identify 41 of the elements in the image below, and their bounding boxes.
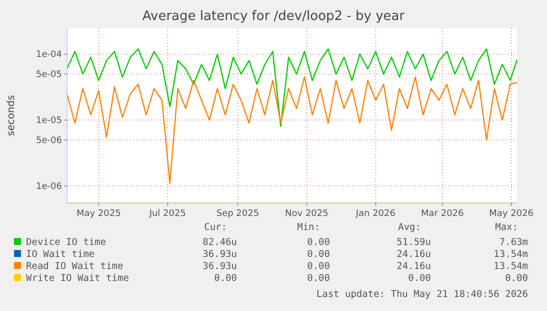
text: Max:: [495, 222, 518, 233]
text: 24.16u: [396, 261, 431, 272]
x-tick-label: Nov 2025: [285, 209, 328, 219]
line-series: [66, 76, 518, 184]
chart-title: Average latency for /dev/loop2 - by year: [142, 9, 406, 24]
text: 82.46u: [202, 237, 237, 248]
text: 36.93u: [202, 261, 237, 272]
text: Last update: Thu May 21 18:40:56 2026: [316, 289, 528, 300]
text: Cur:: [204, 222, 227, 233]
x-tick-label: May 2026: [489, 209, 534, 219]
y-tick-label: 1e-06: [36, 182, 62, 192]
x-tick-label: Jan 2026: [354, 209, 396, 219]
text: 0.00: [307, 273, 330, 284]
x-tick-label: Mar 2026: [421, 209, 464, 219]
x-tick-label: Sep 2025: [216, 209, 260, 219]
y-tick-label: 5e-05: [36, 70, 62, 80]
text: 13.54m: [494, 261, 528, 272]
text: 13.54m: [494, 249, 528, 260]
text: 51.59u: [396, 237, 431, 248]
text: 0.00: [505, 273, 528, 284]
legend-label: Read IO Wait time: [26, 261, 124, 272]
x-tick-label: Jul 2025: [148, 209, 186, 219]
legend-label: IO Wait time: [26, 249, 95, 260]
x-tick-label: May 2025: [76, 209, 121, 219]
legend-label: Device IO time: [26, 237, 106, 248]
text: 0.00: [307, 261, 330, 272]
text: Min:: [297, 222, 320, 233]
text: Avg:: [398, 222, 421, 233]
text: 0.00: [307, 249, 330, 260]
text: 0.00: [214, 273, 238, 284]
text: 7.63m: [499, 237, 528, 248]
text: 0.00: [408, 273, 432, 284]
legend-label: Write IO Wait time: [26, 273, 130, 284]
y-axis-title: seconds: [6, 95, 17, 136]
y-tick-label: 5e-06: [36, 136, 62, 146]
y-tick-label: 1e-05: [36, 116, 62, 126]
text: 36.93u: [202, 249, 237, 260]
text: 0.00: [307, 237, 330, 248]
text: 24.16u: [396, 249, 431, 260]
line-series: [66, 48, 518, 128]
y-tick-label: 1e-04: [36, 50, 62, 60]
